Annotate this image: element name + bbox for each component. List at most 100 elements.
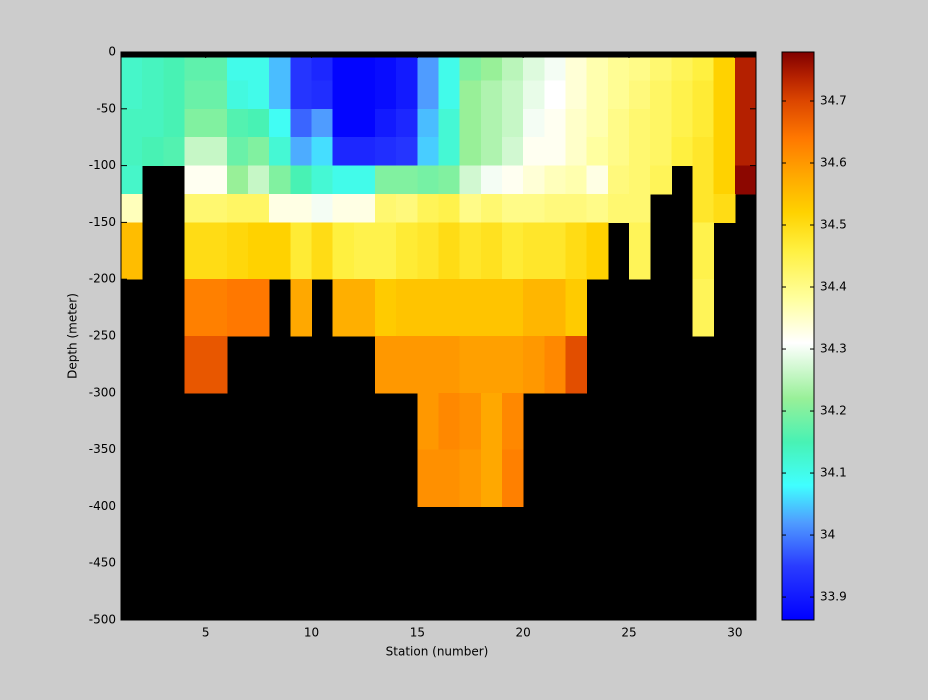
heatmap-cell [671,57,693,81]
heatmap-cell [502,165,524,195]
heatmap-cell [523,137,545,167]
heatmap-cell [438,137,461,167]
heatmap-cell [502,222,524,280]
y-tick-label: -150 [89,215,116,229]
heatmap-cell [332,165,355,195]
heatmap-cell [502,336,524,394]
heatmap-cell [544,336,566,394]
heatmap-cell [353,80,376,110]
heatmap-cell [713,80,736,110]
heatmap-cell [459,392,482,451]
heatmap-cell [290,165,312,195]
heatmap-cell [205,80,228,110]
heatmap-cell [565,194,588,223]
heatmap-cell [205,279,228,337]
heatmap-cell [565,57,588,81]
heatmap-cell [226,279,249,337]
heatmap-cell [205,137,228,167]
heatmap-cell [184,57,207,81]
heatmap-cell [586,194,609,223]
heatmap-cell [459,279,482,337]
heatmap-cell [353,108,376,138]
heatmap-cell [269,137,291,167]
heatmap-cell [142,57,164,81]
colorbar-tick-label: 34.7 [820,93,847,107]
heatmap-cell [607,108,630,138]
heatmap-cell [311,137,334,167]
x-tick-label: 25 [621,626,636,640]
heatmap-cell [375,165,397,195]
heatmap-cell [375,279,397,337]
heatmap-cell [332,57,355,81]
heatmap-cell [459,108,482,138]
heatmap-cell [184,108,207,138]
heatmap-cell [459,194,482,223]
heatmap-cell [311,80,334,110]
heatmap-cell [417,222,439,280]
heatmap-cell [544,108,566,138]
heatmap-cell [692,80,715,110]
heatmap-cell [544,194,566,223]
x-tick-label: 5 [202,626,210,640]
colorbar-tick-label: 33.9 [820,590,847,604]
y-tick-label: -350 [89,442,116,456]
heatmap-cell [713,57,736,81]
heatmap-cell [523,165,545,195]
y-tick-label: -450 [89,556,116,570]
heatmap-cell [269,57,291,81]
heatmap-cell [692,108,715,138]
heatmap-cell [480,108,503,138]
heatmap-cell [734,165,757,195]
y-tick-label: -200 [89,272,116,286]
heatmap-cell [692,222,715,280]
heatmap-cell [290,80,312,110]
heatmap-cell [375,194,397,223]
heatmap-cell [438,108,461,138]
heatmap-cell [586,165,609,195]
heatmap-cell [184,336,207,394]
heatmap-cell [353,279,376,337]
heatmap-cell [121,137,143,167]
heatmap-cell [417,392,439,451]
heatmap-cell [629,57,651,81]
heatmap-cell [121,108,143,138]
heatmap-cell [375,336,397,394]
heatmap-cell [121,80,143,110]
heatmap-cell [544,222,566,280]
heatmap-cell [205,336,228,394]
heatmap-cell [713,137,736,167]
heatmap-cell [502,57,524,81]
heatmap-cell [163,57,185,81]
heatmap-cell [396,222,418,280]
heatmap-cell [692,57,715,81]
heatmap-cell [184,137,207,167]
x-tick-label: 15 [410,626,425,640]
heatmap-cell [650,80,672,110]
heatmap-cell [565,80,588,110]
heatmap-cell [226,165,249,195]
heatmap-cell [607,80,630,110]
heatmap-cell [523,336,545,394]
x-tick-label: 20 [516,626,531,640]
heatmap-cell [480,279,503,337]
heatmap-cell [248,165,270,195]
heatmap-cell [184,80,207,110]
heatmap-cell [480,449,503,507]
heatmap-cell [438,165,461,195]
heatmap-cell [290,108,312,138]
heatmap-cell [121,194,143,223]
heatmap-cell [417,137,439,167]
colorbar-tick-label: 34.6 [820,155,847,169]
heatmap-cell [629,80,651,110]
colorbar-tick-label: 34.5 [820,218,847,232]
heatmap-cell [459,336,482,394]
heatmap-cell [311,108,334,138]
heatmap-cell [544,165,566,195]
heatmap-cell [396,279,418,337]
heatmap-cell [311,222,334,280]
heatmap-cell [480,80,503,110]
heatmap-cell [248,80,270,110]
heatmap-cell [396,165,418,195]
colorbar-tick-label: 34.1 [820,466,847,480]
